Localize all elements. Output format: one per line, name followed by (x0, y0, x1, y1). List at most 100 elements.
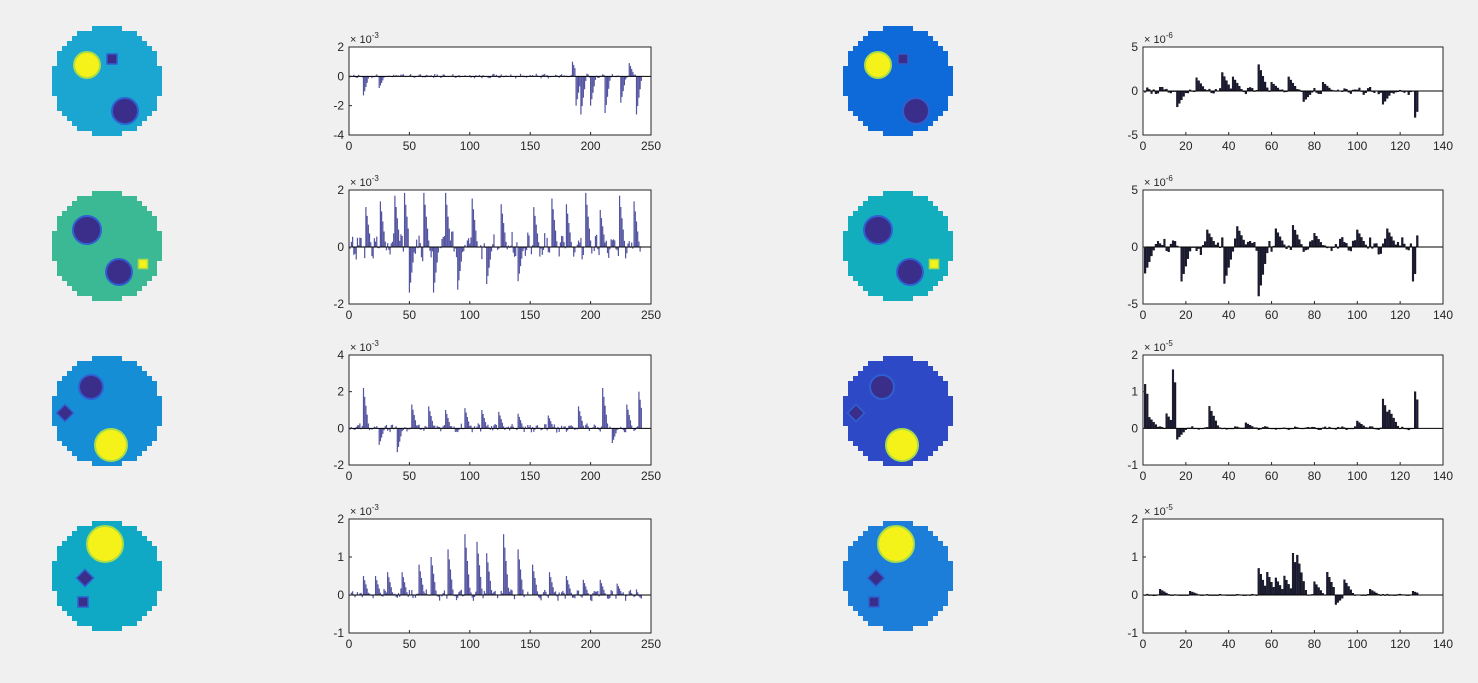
bar (599, 428, 601, 432)
bar (364, 396, 366, 429)
bar (1180, 428, 1183, 435)
bar (1287, 584, 1290, 596)
bar (495, 424, 497, 429)
bar (522, 426, 524, 429)
bar (448, 228, 450, 247)
bar (550, 421, 552, 429)
bar (1362, 240, 1365, 248)
bar (598, 595, 600, 597)
bar (1409, 243, 1412, 248)
bar (379, 592, 382, 595)
bar (423, 428, 425, 431)
bar (466, 240, 468, 247)
bar (1321, 81, 1325, 92)
bar (554, 74, 557, 77)
bar (521, 579, 523, 595)
bar (365, 207, 367, 247)
bar (1259, 70, 1262, 92)
bar (1148, 246, 1151, 262)
bar (501, 422, 504, 429)
bar (545, 424, 547, 429)
bar (401, 74, 403, 77)
bar (418, 424, 420, 429)
bar (539, 595, 541, 599)
bar (577, 76, 580, 93)
bar (470, 425, 472, 429)
y-exponent-label: × 10-3 (350, 174, 379, 189)
bar (458, 247, 460, 281)
bar (608, 595, 610, 599)
bar (381, 595, 383, 597)
bar (359, 237, 361, 247)
bar (366, 215, 368, 247)
x-tick-label: 0 (346, 308, 353, 322)
bar (467, 421, 470, 429)
bar (1259, 246, 1262, 286)
bar (1302, 90, 1305, 102)
bar (1223, 246, 1226, 284)
bar (556, 428, 558, 433)
bar (1285, 579, 1288, 596)
bar (480, 245, 482, 247)
dark-inclusion (846, 403, 866, 423)
bar (397, 592, 400, 595)
bar (518, 559, 520, 595)
bar (394, 195, 396, 247)
bar (383, 76, 385, 78)
bar (451, 426, 453, 429)
bar (454, 428, 456, 432)
bar (352, 591, 354, 595)
x-tick-label: 50 (403, 637, 417, 651)
bar (606, 595, 609, 599)
phantom-2-right (843, 191, 953, 301)
bar (1313, 581, 1316, 596)
axes-box (348, 46, 652, 136)
dark-inclusion (866, 568, 886, 588)
bar (446, 595, 448, 599)
bar (411, 590, 413, 595)
bar (1180, 246, 1183, 282)
bar (373, 426, 375, 429)
bar (510, 74, 512, 77)
bar (605, 76, 607, 105)
bar (557, 426, 559, 429)
bar (469, 425, 471, 429)
x-tick-label: 20 (1179, 308, 1193, 322)
x-tick-label: 80 (1308, 637, 1322, 651)
bar (600, 218, 603, 247)
bar (525, 76, 528, 78)
bar (401, 236, 403, 247)
bar (1294, 86, 1297, 92)
bar (413, 414, 415, 429)
bar (576, 76, 578, 100)
bar (1257, 64, 1260, 92)
bar (1281, 588, 1284, 596)
x-tick-label: 120 (1390, 469, 1410, 483)
y-tick-label: 0 (337, 69, 344, 83)
bar (356, 425, 359, 429)
bar (1392, 417, 1395, 429)
bar (1394, 421, 1397, 429)
bar (496, 428, 499, 430)
bar (474, 426, 476, 429)
bar (1379, 246, 1382, 254)
bar (365, 584, 367, 595)
bar (370, 242, 372, 247)
bar (365, 76, 367, 88)
bar (1388, 232, 1391, 248)
x-tick-label: 200 (581, 139, 601, 153)
bar (569, 232, 571, 247)
bar (379, 201, 382, 247)
bar (492, 593, 494, 595)
bar (638, 241, 640, 247)
bar (371, 76, 373, 79)
x-tick-label: 250 (641, 469, 661, 483)
bar (376, 580, 378, 595)
bar (575, 76, 577, 106)
bar (1270, 81, 1273, 92)
bar (405, 587, 407, 595)
bar (591, 595, 593, 602)
bar (1174, 241, 1177, 248)
bar (564, 595, 566, 599)
x-tick-label: 60 (1265, 469, 1279, 483)
